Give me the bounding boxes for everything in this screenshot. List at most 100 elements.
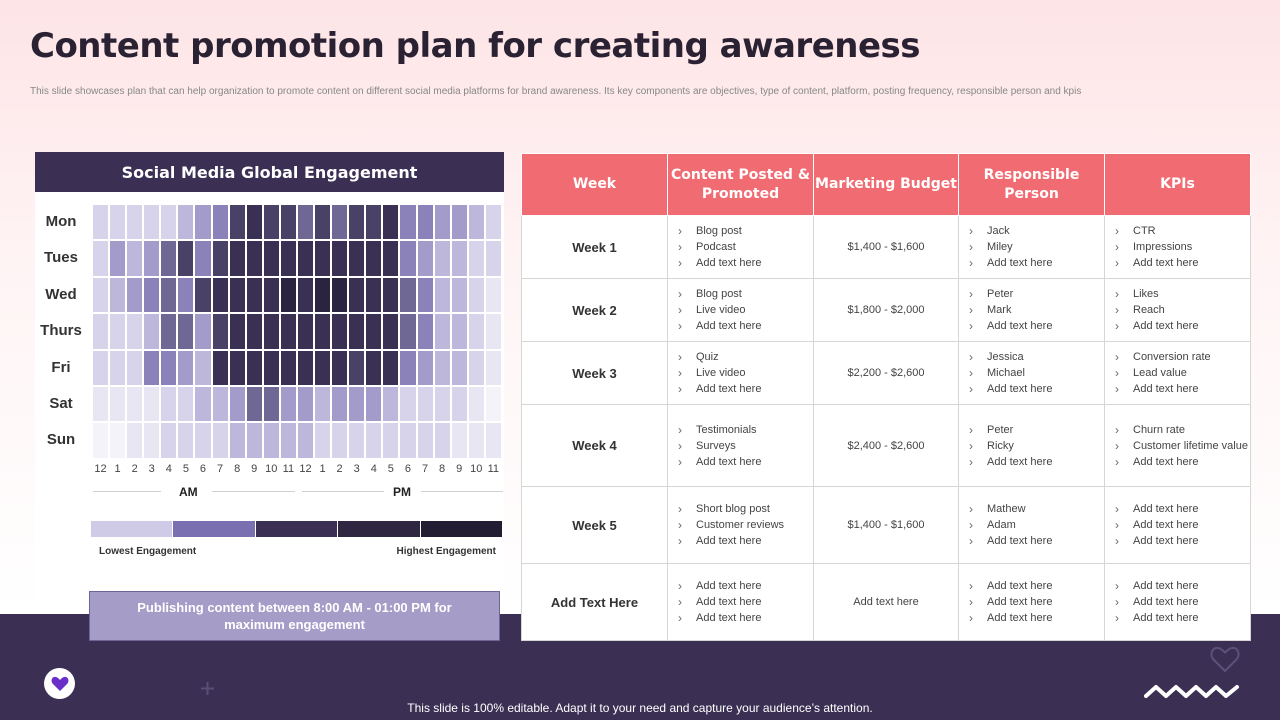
person-cell: JackMileyAdd text here (958, 215, 1105, 279)
am-label: AM (179, 485, 198, 499)
heatmap-cell (365, 240, 383, 277)
content-cell: Blog postLive videoAdd text here (667, 278, 814, 342)
heatmap-cell (211, 313, 229, 350)
heatmap-cell (143, 240, 161, 277)
day-label: Tues (44, 249, 78, 267)
heatmap-cell (109, 204, 127, 241)
day-label: Mon (45, 213, 77, 230)
person-cell: JessicaMichaelAdd text here (958, 341, 1105, 405)
legend-segment (91, 521, 173, 537)
hour-label: 2 (131, 463, 138, 475)
list-item: Add text here (969, 610, 1104, 626)
heatmap-cell (450, 313, 468, 350)
heatmap-cell (348, 349, 366, 386)
heatmap-cell (365, 349, 383, 386)
heatmap-cell (126, 204, 144, 241)
heatmap-cell (331, 422, 349, 459)
heatmap-cell (467, 422, 485, 459)
heatmap-cell (160, 313, 178, 350)
list-item: Live video (678, 302, 813, 318)
heatmap-cell (126, 313, 144, 350)
heatmap-cell (348, 276, 366, 314)
kpi-cell: CTRImpressionsAdd text here (1104, 215, 1251, 279)
pm-divider-right (421, 491, 503, 492)
person-cell: PeterMarkAdd text here (958, 278, 1105, 342)
heatmap-cell (331, 313, 349, 350)
heatmap-cell (467, 276, 485, 314)
heatmap-cell (279, 276, 297, 314)
heatmap-cell (245, 276, 263, 314)
list-item: Jessica (969, 349, 1104, 365)
heart-button[interactable] (44, 668, 75, 699)
heatmap-cell (433, 204, 451, 241)
heatmap-cell (484, 204, 502, 241)
heatmap-cell (484, 386, 502, 423)
list-item: Mathew (969, 501, 1104, 517)
heatmap-cell (109, 422, 127, 459)
heatmap-cell (228, 349, 246, 386)
legend-segment (173, 521, 255, 537)
list-item: Add text here (1115, 255, 1250, 271)
heatmap-cell (433, 386, 451, 423)
list-item: Add text here (678, 533, 813, 549)
heatmap-cell (399, 313, 417, 350)
hour-label: 7 (421, 463, 429, 475)
page-title: Content promotion plan for creating awar… (30, 26, 921, 66)
plus-icon (201, 682, 214, 695)
list-item: Testimonials (678, 422, 813, 438)
heatmap-cell (194, 240, 212, 277)
hour-label: 4 (370, 463, 377, 475)
list-item: Reach (1115, 302, 1250, 318)
heatmap-cell (245, 422, 263, 459)
heatmap-cell (262, 422, 280, 459)
heatmap-cell (399, 240, 417, 277)
hour-label: 6 (404, 463, 411, 475)
budget-cell: $2,400 - $2,600 (813, 404, 959, 487)
list-item: Mark (969, 302, 1104, 318)
heatmap-cell (314, 313, 332, 350)
heatmap-header: Social Media Global Engagement (35, 152, 504, 192)
heatmap-cell (279, 313, 297, 350)
heatmap-cell (433, 313, 451, 350)
hour-label: 5 (182, 463, 189, 475)
heatmap-cell (416, 276, 434, 314)
heatmap-cell (109, 276, 127, 314)
list-item: Add text here (1115, 533, 1250, 549)
list-item: Customer reviews (678, 517, 813, 533)
header-person: Responsible Person (958, 153, 1105, 216)
am-divider-left (93, 491, 161, 492)
list-item: Peter (969, 286, 1104, 302)
legend-segment (338, 521, 420, 537)
heatmap-cell (365, 422, 383, 459)
day-label: Sun (46, 431, 76, 449)
heatmap-cell (331, 276, 349, 314)
heatmap-cell (314, 349, 332, 386)
heatmap-panel: Mon Tues Wed Thurs Fri Sat Sun 12 1 2 3 4 5 6 7 8 9 10 11… (35, 192, 504, 612)
heatmap-cell (279, 240, 297, 277)
heatmap-cell (228, 276, 246, 314)
heatmap-cell (245, 240, 263, 277)
heatmap-cell (399, 276, 417, 314)
heatmap-cell (143, 422, 161, 459)
heatmap-cell (143, 313, 161, 350)
heatmap-cell (484, 422, 502, 459)
heatmap-cell (92, 422, 110, 459)
legend-segment (420, 521, 502, 537)
pm-label: PM (393, 485, 411, 499)
heatmap-cell (484, 313, 502, 350)
heatmap-cell (484, 276, 502, 314)
list-item: Add text here (678, 255, 813, 271)
list-item: Add text here (678, 381, 813, 397)
list-item: Add text here (1115, 454, 1250, 470)
list-item: Peter (969, 422, 1104, 438)
heatmap-cell (416, 422, 434, 459)
list-item: Add text here (1115, 578, 1250, 594)
table-row: Week 5Short blog postCustomer reviewsAdd… (521, 486, 1251, 564)
page-subtitle: This slide showcases plan that can help … (30, 86, 1082, 97)
heatmap-cell (314, 276, 332, 314)
heatmap-cell (279, 204, 297, 241)
heatmap-cell (143, 276, 161, 314)
heatmap-cell (194, 204, 212, 241)
